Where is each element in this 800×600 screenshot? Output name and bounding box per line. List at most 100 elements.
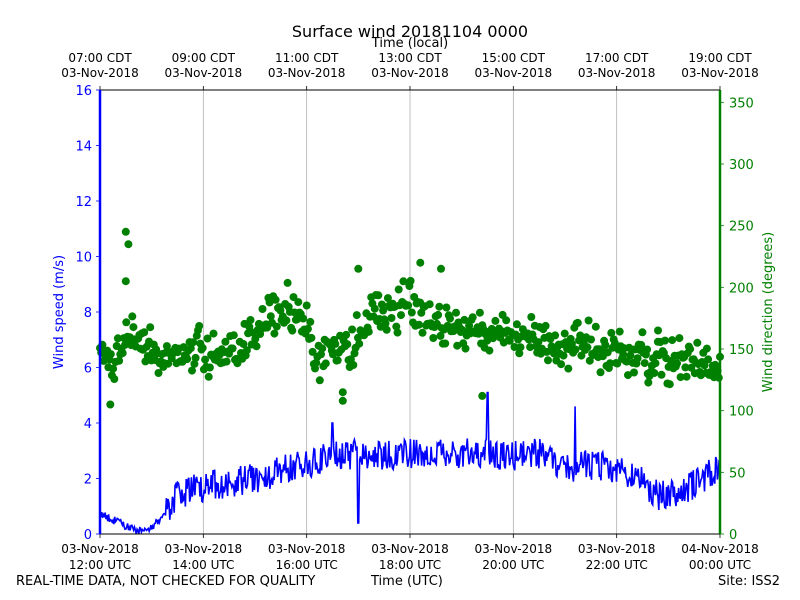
wind-direction-point	[661, 336, 669, 345]
wind-direction-point	[571, 345, 580, 354]
y-tick-label-left: 4	[84, 417, 92, 432]
wind-direction-point	[382, 325, 391, 334]
y-tick-label-right: 250	[729, 220, 754, 235]
y-tick-label-right: 350	[729, 96, 754, 111]
wind-direction-point	[265, 298, 274, 307]
wind-direction-point	[229, 331, 238, 340]
x-tick-label-bottom-date: 03-Nov-2018	[371, 542, 449, 556]
wind-direction-point	[583, 343, 592, 352]
wind-direction-point	[560, 329, 569, 338]
wind-direction-point	[665, 380, 674, 389]
wind-direction-point	[637, 340, 646, 349]
wind-direction-point	[189, 338, 198, 347]
y-tick-label-left: 2	[84, 473, 92, 488]
wind-direction-point	[643, 345, 652, 354]
wind-direction-point	[452, 308, 460, 317]
wind-direction-point	[650, 369, 659, 377]
wind-direction-point	[607, 328, 616, 337]
wind-direction-point	[596, 368, 605, 377]
wind-direction-point	[122, 318, 131, 327]
wind-direction-point	[374, 291, 383, 300]
wind-direction-point	[584, 316, 593, 325]
site-label: Site: ISS2	[718, 574, 781, 589]
y-tick-label-left: 12	[75, 195, 92, 210]
wind-direction-point	[352, 311, 361, 320]
x-tick-label-bottom-time: 22:00 UTC	[586, 558, 648, 572]
wind-direction-point	[541, 321, 550, 330]
wind-direction-point	[573, 318, 582, 327]
wind-direction-point	[435, 302, 444, 311]
wind-direction-point	[333, 356, 342, 365]
wind-direction-point	[338, 396, 347, 405]
y-tick-label-right: 300	[729, 158, 754, 173]
wind-direction-point	[441, 339, 450, 348]
wind-direction-point	[557, 360, 566, 369]
wind-direction-point	[121, 277, 130, 286]
wind-direction-point	[676, 373, 685, 382]
wind-direction-point	[129, 323, 138, 332]
wind-direction-point	[505, 336, 514, 345]
wind-direction-point	[393, 328, 402, 337]
wind-direction-point	[394, 285, 403, 294]
wind-direction-point	[186, 344, 195, 353]
wind-direction-point	[643, 369, 652, 378]
wind-direction-point	[288, 326, 297, 335]
wind-direction-point	[399, 277, 408, 286]
x-tick-label-top-date: 03-Nov-2018	[681, 66, 759, 80]
wind-direction-point	[585, 356, 594, 365]
x-tick-label-bottom-time: 00:00 UTC	[689, 558, 751, 572]
axes	[96, 86, 724, 538]
wind-direction-point	[542, 347, 551, 356]
x-tick-label-top-date: 03-Nov-2018	[165, 66, 243, 80]
x-tick-label-top-date: 03-Nov-2018	[268, 66, 346, 80]
wind-direction-point	[415, 320, 423, 329]
wind-direction-point	[434, 310, 443, 319]
wind-direction-point	[252, 342, 261, 351]
wind-direction-point	[527, 313, 536, 321]
wind-direction-point	[308, 347, 317, 356]
y-tick-label-left: 10	[75, 251, 92, 266]
wind-direction-point	[282, 316, 291, 325]
wind-direction-point	[195, 322, 204, 330]
wind-direction-point	[140, 328, 149, 337]
wind-direction-point	[465, 321, 474, 330]
wind-direction-point	[128, 312, 137, 321]
wind-direction-point	[686, 345, 695, 354]
x-tick-label-top-time: 11:00 CDT	[275, 51, 339, 65]
wind-direction-point	[673, 359, 681, 368]
wind-direction-point	[283, 278, 292, 287]
wind-direction-point	[294, 298, 303, 307]
x-tick-label-bottom-date: 03-Nov-2018	[268, 542, 346, 556]
wind-direction-point	[704, 355, 713, 364]
wind-direction-point	[577, 351, 586, 360]
wind-direction-point	[338, 388, 347, 397]
wind-direction-point	[640, 359, 649, 368]
wind-direction-point	[418, 328, 427, 337]
wind-direction-point	[675, 334, 684, 343]
wind-direction-point	[318, 344, 327, 353]
y-tick-label-left: 6	[84, 362, 92, 377]
wind-direction-point	[453, 341, 462, 350]
x-tick-label-top-time: 09:00 CDT	[172, 51, 236, 65]
wind-direction-point	[630, 368, 638, 377]
wind-direction-point	[601, 341, 610, 349]
wind-direction-point	[437, 264, 445, 273]
x-tick-label-top-date: 03-Nov-2018	[61, 66, 139, 80]
chart-title: Surface wind 20181104 0000	[292, 22, 528, 41]
wind-direction-point	[485, 346, 494, 355]
wind-direction-point	[392, 322, 401, 331]
wind-direction-point	[342, 330, 351, 339]
wind-direction-point	[442, 303, 451, 312]
wind-direction-point	[700, 361, 709, 370]
wind-direction-point	[289, 293, 298, 302]
wind-direction-point	[624, 371, 632, 380]
wind-direction-point	[681, 363, 690, 372]
wind-direction-point	[303, 324, 312, 333]
wind-direction-point	[425, 300, 434, 309]
x-tick-label-top-date: 03-Nov-2018	[475, 66, 553, 80]
wind-direction-point	[387, 314, 396, 322]
wind-direction-point	[460, 315, 469, 324]
wind-direction-point	[113, 334, 122, 343]
wind-direction-point	[633, 354, 642, 363]
